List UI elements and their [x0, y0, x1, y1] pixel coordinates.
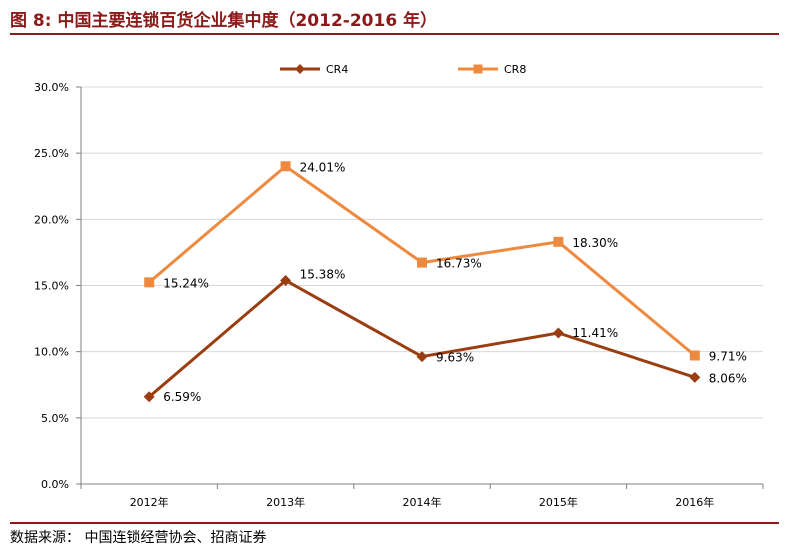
x-tick-label: 2014年 — [403, 495, 442, 509]
cr8-point — [553, 236, 564, 247]
x-tick-label: 2013年 — [266, 495, 305, 509]
cr8-data-label: 24.01% — [300, 160, 346, 174]
cr8-point — [280, 161, 291, 172]
cr4-data-label: 11.41% — [572, 326, 618, 340]
y-tick-label: 10.0% — [34, 346, 69, 359]
legend-cr4-marker — [295, 64, 305, 74]
x-tick-label: 2015年 — [539, 495, 578, 509]
data-source: 数据来源： 中国连锁经营协会、招商证券 — [10, 530, 267, 546]
y-tick-label: 25.0% — [34, 147, 69, 160]
title-divider — [10, 33, 779, 35]
cr8-point — [144, 277, 155, 288]
cr8-data-label: 18.30% — [572, 236, 618, 250]
cr8-point — [689, 350, 700, 361]
cr8-point — [417, 257, 427, 268]
cr4-data-label: 8.06% — [709, 371, 747, 385]
legend-cr8-label: CR8 — [504, 63, 526, 76]
cr4-point — [280, 274, 292, 286]
cr4-point — [552, 327, 564, 339]
y-tick-label: 20.0% — [34, 213, 69, 226]
cr4-data-label: 15.38% — [300, 267, 346, 281]
cr4-point — [143, 391, 155, 403]
cr8-data-label: 9.71% — [709, 350, 747, 364]
footer-divider — [10, 522, 779, 524]
cr4-data-label: 6.59% — [163, 390, 201, 404]
y-tick-label: 0.0% — [41, 478, 69, 491]
x-tick-label: 2012年 — [130, 495, 169, 509]
cr4-data-label: 9.63% — [436, 351, 474, 365]
cr4-point — [689, 371, 701, 383]
x-tick-label: 2016年 — [675, 495, 714, 509]
y-tick-label: 15.0% — [34, 280, 69, 293]
y-tick-label: 5.0% — [41, 412, 69, 425]
y-tick-label: 30.0% — [34, 81, 69, 94]
legend-cr4-label: CR4 — [326, 63, 348, 76]
cr8-data-label: 16.73% — [436, 257, 482, 271]
figure-title: 图 8: 中国主要连锁百货企业集中度（2012-2016 年） — [10, 11, 438, 31]
cr4-point — [416, 351, 428, 363]
legend-cr8-marker — [473, 64, 483, 74]
cr8-data-label: 15.24% — [163, 276, 209, 290]
